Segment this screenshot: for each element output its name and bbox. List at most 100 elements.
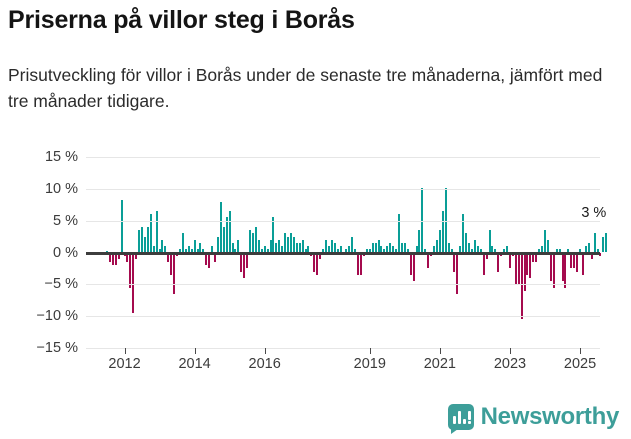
- y-axis-tick-label: 5 %: [53, 212, 78, 229]
- bar: [398, 214, 400, 253]
- bar: [584, 246, 587, 253]
- bar: [354, 249, 357, 253]
- bar: [541, 246, 544, 253]
- bar: [427, 252, 430, 269]
- bar: [508, 252, 511, 269]
- logo-bar-5: [467, 421, 471, 424]
- x-axis-tick-label: 2025: [563, 356, 597, 372]
- bar: [421, 187, 424, 253]
- bar: [246, 252, 249, 269]
- bar: [517, 252, 520, 285]
- bar: [418, 230, 421, 253]
- bar: [450, 249, 453, 253]
- bar: [488, 230, 491, 253]
- bar: [298, 242, 301, 253]
- logo-bar-3: [462, 419, 466, 424]
- bar: [179, 249, 181, 253]
- bar: [184, 249, 187, 253]
- bar: [292, 236, 295, 253]
- bar: [444, 187, 447, 253]
- bar: [225, 217, 228, 253]
- bar: [287, 236, 290, 253]
- bar: [506, 246, 509, 253]
- bar: [581, 252, 584, 275]
- bar: [284, 233, 287, 253]
- bar: [535, 252, 538, 263]
- bar: [339, 246, 342, 253]
- bar: [272, 217, 275, 253]
- bar: [167, 252, 170, 263]
- bar: [380, 246, 383, 253]
- bar: [365, 249, 368, 253]
- bar: [132, 252, 135, 313]
- bar: [295, 242, 298, 253]
- bar: [327, 246, 330, 253]
- bar: [544, 230, 546, 253]
- gridline: [86, 316, 600, 318]
- bar: [219, 201, 222, 253]
- x-axis-tick-label: 2012: [108, 356, 141, 372]
- bar: [325, 239, 327, 253]
- bar: [278, 239, 281, 253]
- bar: [208, 252, 211, 269]
- bar: [570, 252, 573, 269]
- bar: [345, 249, 348, 253]
- bar-chart-speech-bubble-icon: [447, 404, 474, 434]
- bar: [555, 249, 558, 253]
- bar: [164, 246, 167, 253]
- y-axis-tick-label: 15 %: [44, 149, 78, 165]
- bar: [567, 249, 570, 253]
- bar: [357, 252, 360, 275]
- y-axis-labels: 15 % 10 % 5 % 0 % −5 % −10 % −15 %: [0, 149, 78, 356]
- bar: [263, 246, 266, 253]
- bar: [383, 249, 386, 253]
- bar: [336, 249, 339, 253]
- bar: [214, 252, 217, 263]
- x-axis-tick: [264, 348, 266, 354]
- bar: [549, 252, 552, 282]
- bar: [143, 236, 146, 253]
- bar: [260, 249, 263, 253]
- bar: [330, 239, 333, 253]
- bar: [249, 230, 252, 253]
- bar: [114, 252, 117, 266]
- y-axis-tick-label: 0 %: [53, 244, 78, 261]
- bar: [538, 249, 541, 253]
- bar: [441, 211, 444, 253]
- page-subtitle: Prisutveckling för villor i Borås under …: [8, 65, 603, 111]
- bar: [605, 233, 608, 253]
- bar: [351, 236, 354, 253]
- bar: [386, 246, 389, 253]
- newsworthy-logo: Newsworthy: [447, 403, 619, 434]
- y-axis-tick-label: 10 %: [44, 180, 78, 197]
- bar: [403, 242, 406, 253]
- bar: [596, 249, 599, 253]
- bar: [187, 246, 190, 253]
- bar: [590, 252, 593, 259]
- x-axis-tick: [509, 348, 511, 354]
- bar: [269, 239, 272, 253]
- bar: [368, 249, 371, 253]
- bar: [152, 246, 155, 253]
- bar: [111, 252, 114, 266]
- bar: [435, 239, 438, 253]
- bar: [173, 252, 176, 294]
- last-value-annotation: 3 %: [581, 205, 607, 222]
- bar: [473, 239, 476, 253]
- bar: [447, 242, 450, 253]
- bar: [146, 227, 149, 253]
- y-axis-tick-label: −15 %: [36, 340, 78, 356]
- bar-series: [86, 157, 608, 348]
- bar: [149, 214, 152, 253]
- bar: [371, 242, 374, 253]
- bar: [433, 246, 436, 253]
- bar: [579, 249, 582, 253]
- bar: [552, 252, 555, 288]
- x-axis: 2012 2014 2016 2019 2021 2023 2025: [86, 348, 600, 382]
- bar: [360, 252, 363, 275]
- bar: [602, 236, 605, 253]
- bar: [468, 242, 471, 253]
- bar: [479, 249, 482, 253]
- bar: [304, 249, 307, 253]
